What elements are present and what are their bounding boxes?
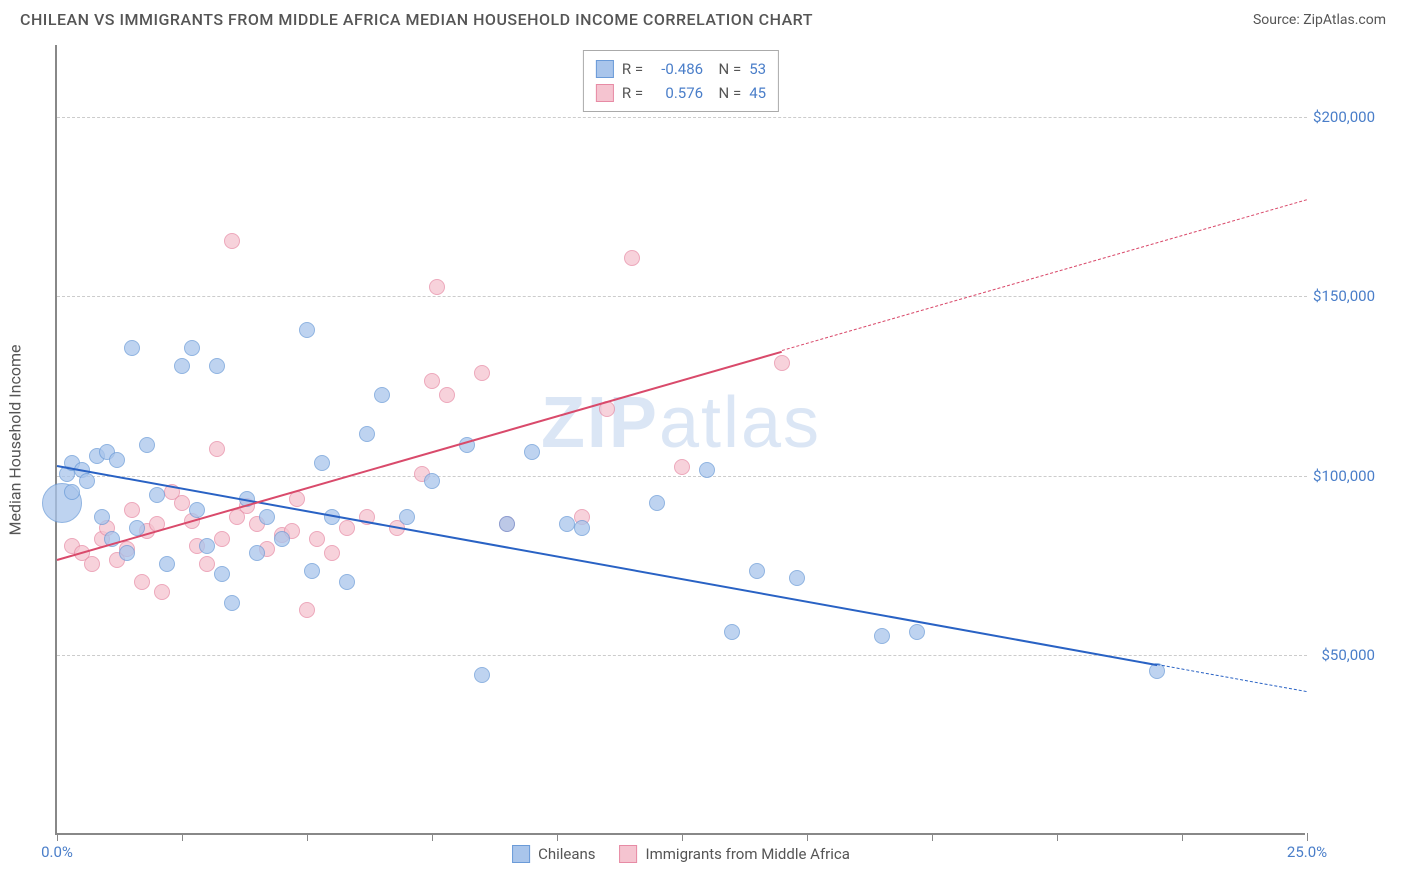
data-point-blue [649, 495, 665, 511]
x-tick [807, 833, 808, 841]
data-point-pink [424, 373, 440, 389]
data-point-pink [624, 250, 640, 266]
data-point-pink [154, 584, 170, 600]
x-tick-label: 25.0% [1287, 843, 1327, 861]
data-point-blue [214, 566, 230, 582]
data-point-blue [274, 531, 290, 547]
data-point-blue [139, 437, 155, 453]
source-attribution: Source: ZipAtlas.com [1253, 12, 1386, 28]
trend-line [57, 350, 783, 560]
data-point-blue [474, 667, 490, 683]
trend-line-extrapolated [782, 199, 1307, 351]
data-point-pink [214, 531, 230, 547]
y-tick-label: $50,000 [1310, 646, 1375, 664]
legend-swatch-blue-bottom [512, 845, 530, 863]
data-point-pink [774, 355, 790, 371]
data-point-blue [359, 426, 375, 442]
x-tick [1057, 833, 1058, 841]
chart-container: Median Household Income ZIPatlas R = -0.… [55, 45, 1375, 835]
data-point-pink [324, 545, 340, 561]
data-point-blue [874, 628, 890, 644]
legend-swatch-pink [596, 84, 614, 102]
data-point-blue [699, 462, 715, 478]
gridline [57, 117, 1307, 118]
data-point-blue [119, 545, 135, 561]
data-point-pink [339, 520, 355, 536]
data-point-blue [209, 358, 225, 374]
data-point-blue [64, 484, 80, 500]
data-point-pink [474, 365, 490, 381]
data-point-blue [299, 322, 315, 338]
x-tick [307, 833, 308, 841]
y-axis-label: Median Household Income [6, 345, 25, 536]
x-tick [682, 833, 683, 841]
data-point-pink [439, 387, 455, 403]
data-point-blue [124, 340, 140, 356]
data-point-blue [314, 455, 330, 471]
legend-label-blue: Chileans [538, 845, 595, 863]
trend-line-extrapolated [1157, 664, 1307, 692]
data-point-blue [109, 452, 125, 468]
series-legend: Chileans Immigrants from Middle Africa [512, 845, 850, 863]
x-tick [932, 833, 933, 841]
data-point-blue [749, 563, 765, 579]
data-point-blue [149, 487, 165, 503]
data-point-pink [674, 459, 690, 475]
chart-title: CHILEAN VS IMMIGRANTS FROM MIDDLE AFRICA… [20, 10, 813, 29]
x-tick [1307, 833, 1308, 841]
data-point-blue [559, 516, 575, 532]
data-point-blue [399, 509, 415, 525]
data-point-blue [304, 563, 320, 579]
y-tick-label: $200,000 [1310, 108, 1375, 126]
data-point-blue [174, 358, 190, 374]
data-point-blue [79, 473, 95, 489]
x-tick [182, 833, 183, 841]
data-point-blue [224, 595, 240, 611]
watermark: ZIPatlas [541, 382, 821, 464]
data-point-pink [84, 556, 100, 572]
x-tick-label: 0.0% [41, 843, 73, 861]
x-tick [557, 833, 558, 841]
data-point-blue [724, 624, 740, 640]
data-point-pink [299, 602, 315, 618]
data-point-pink [134, 574, 150, 590]
data-point-pink [429, 279, 445, 295]
data-point-blue [249, 545, 265, 561]
data-point-blue [909, 624, 925, 640]
data-point-blue [184, 340, 200, 356]
data-point-pink [199, 556, 215, 572]
data-point-blue [259, 509, 275, 525]
data-point-blue [574, 520, 590, 536]
data-point-blue [374, 387, 390, 403]
data-point-pink [174, 495, 190, 511]
data-point-pink [309, 531, 325, 547]
legend-swatch-pink-bottom [620, 845, 638, 863]
y-tick-label: $100,000 [1310, 467, 1375, 485]
data-point-pink [124, 502, 140, 518]
data-point-blue [189, 502, 205, 518]
correlation-legend: R = -0.486 N = 53 R = 0.576 N = 45 [583, 50, 779, 112]
data-point-blue [339, 574, 355, 590]
legend-label-pink: Immigrants from Middle Africa [646, 845, 850, 863]
legend-swatch-blue [596, 60, 614, 78]
data-point-blue [199, 538, 215, 554]
data-point-blue [159, 556, 175, 572]
x-tick [1182, 833, 1183, 841]
data-point-pink [209, 441, 225, 457]
data-point-blue [424, 473, 440, 489]
data-point-pink [224, 233, 240, 249]
data-point-blue [499, 516, 515, 532]
data-point-blue [524, 444, 540, 460]
data-point-blue [789, 570, 805, 586]
plot-area: ZIPatlas R = -0.486 N = 53 R = 0.576 N =… [55, 45, 1305, 835]
y-tick-label: $150,000 [1310, 287, 1375, 305]
data-point-blue [94, 509, 110, 525]
gridline [57, 296, 1307, 297]
gridline [57, 476, 1307, 477]
x-tick [432, 833, 433, 841]
x-tick [57, 833, 58, 841]
